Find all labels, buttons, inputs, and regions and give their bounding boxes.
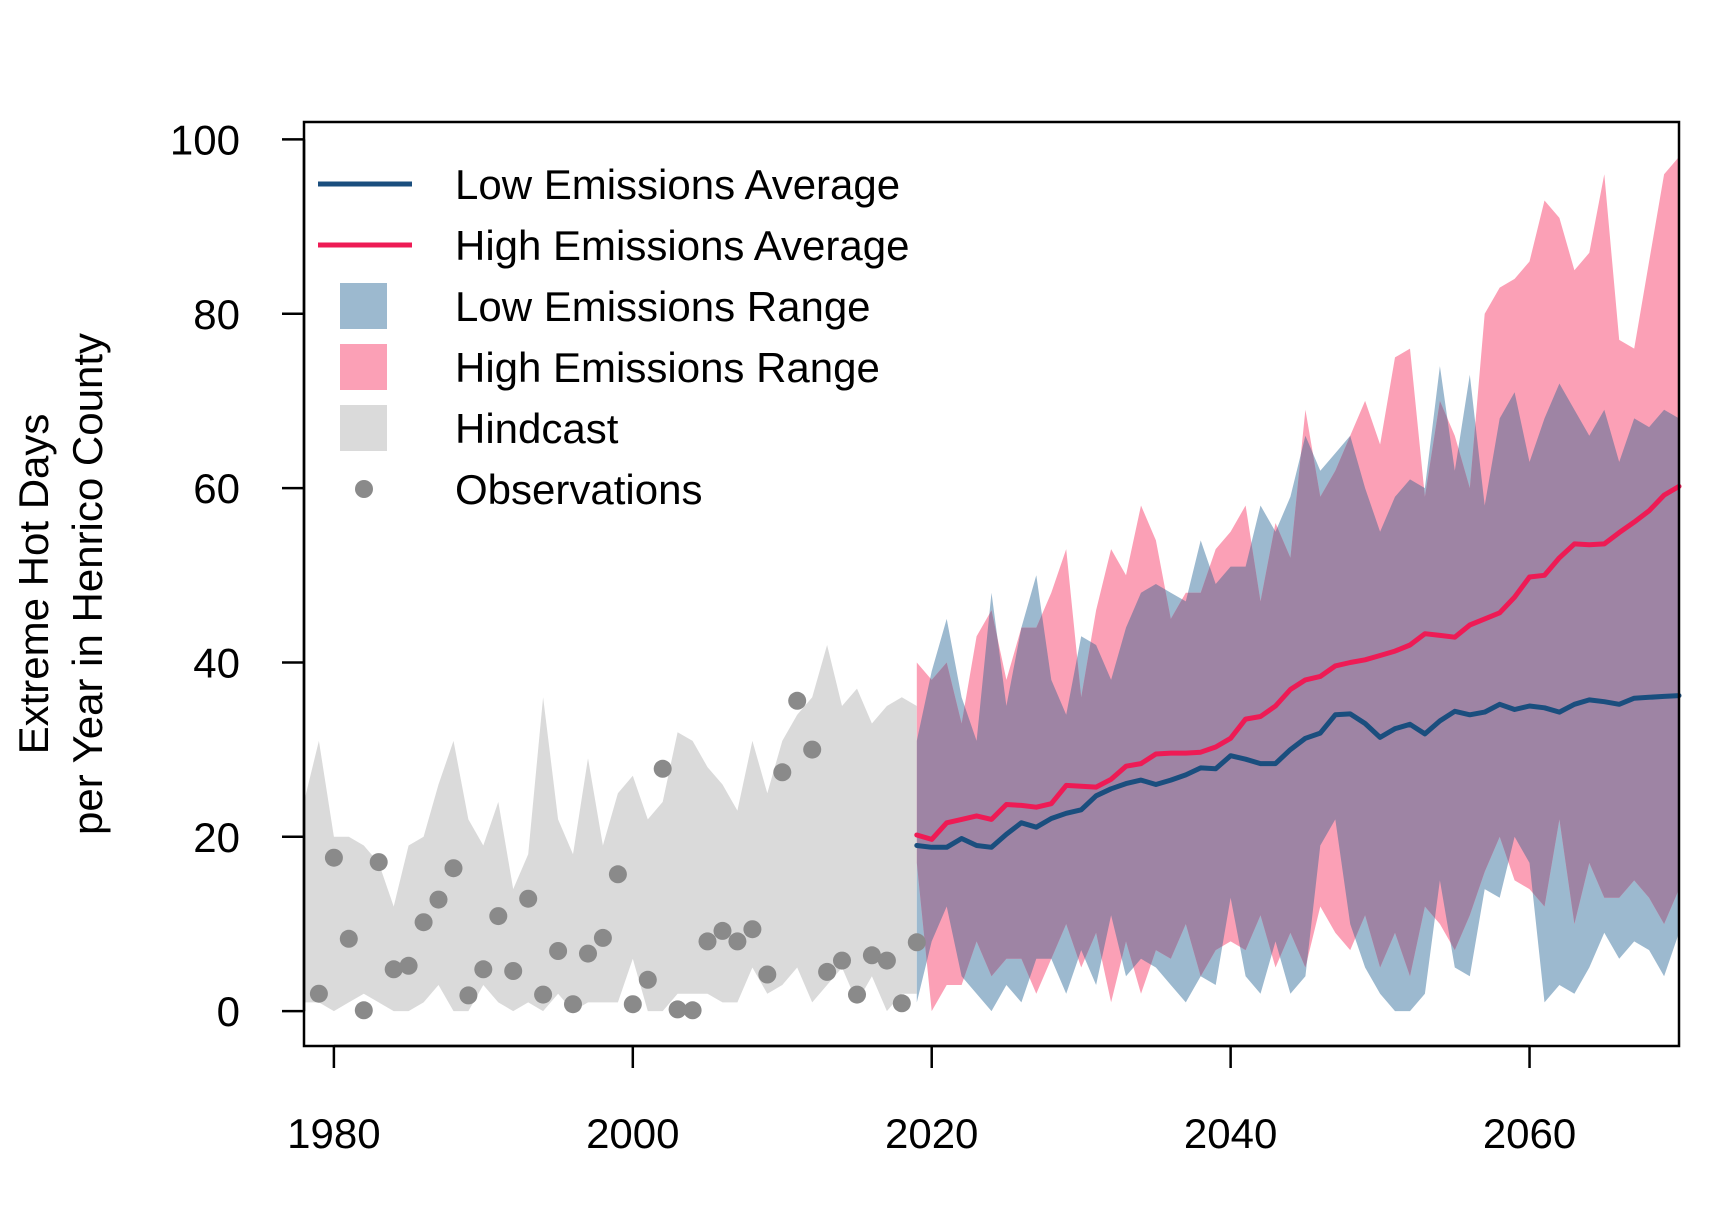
observation-point xyxy=(474,960,493,979)
observation-point xyxy=(743,920,762,939)
legend-swatch-box xyxy=(340,344,387,390)
legend-label: Low Emissions Average xyxy=(455,161,900,208)
observation-point xyxy=(907,933,926,952)
high-emissions-average-line xyxy=(914,483,1682,842)
low-emissions-average-line xyxy=(914,693,1682,850)
observation-point xyxy=(429,890,448,909)
legend-item-high-emissions-range: High Emissions Range xyxy=(340,344,880,391)
y-axis-label-line1: Extreme Hot Days xyxy=(10,414,57,755)
observation-point xyxy=(728,932,747,951)
observation-point xyxy=(444,859,463,878)
y-axis-tick-label: 60 xyxy=(193,465,240,512)
observation-point xyxy=(519,889,538,908)
legend-label: Observations xyxy=(455,466,702,513)
observation-point xyxy=(638,970,657,989)
observation-point xyxy=(668,1000,687,1019)
y-axis-tick-label: 100 xyxy=(170,116,240,163)
observation-point xyxy=(653,759,672,778)
observation-point xyxy=(309,984,328,1003)
legend-item-high-emissions-average: High Emissions Average xyxy=(318,222,909,269)
observation-point xyxy=(788,691,807,710)
observation-point xyxy=(459,986,478,1005)
observation-point xyxy=(534,985,553,1004)
legend-item-low-emissions-average: Low Emissions Average xyxy=(318,161,900,208)
observation-point xyxy=(833,951,851,970)
y-axis-tick-label: 20 xyxy=(193,814,240,861)
observation-point xyxy=(877,951,896,970)
observation-point xyxy=(504,962,523,980)
observation-point xyxy=(414,913,433,932)
legend-label: Hindcast xyxy=(455,405,619,452)
y-axis-tick-label: 0 xyxy=(217,988,240,1035)
legend-swatch-box xyxy=(340,283,387,329)
observation-point xyxy=(818,962,837,981)
observation-point xyxy=(579,944,597,963)
x-axis-tick-label: 2060 xyxy=(1483,1110,1576,1157)
legend: Low Emissions Average High Emissions Aver… xyxy=(318,161,909,513)
range-bands xyxy=(304,156,1679,1012)
x-axis-tick-label: 1980 xyxy=(287,1110,380,1157)
y-axis-label-line2: per Year in Henrico County xyxy=(64,333,111,835)
observation-point xyxy=(399,956,418,975)
y-axis-tick-label: 40 xyxy=(193,639,240,686)
observation-point xyxy=(324,848,343,867)
observation-point xyxy=(339,929,358,948)
observation-point xyxy=(803,740,822,759)
observation-point xyxy=(354,1001,373,1020)
x-axis-tick-label: 2000 xyxy=(586,1110,679,1157)
y-axis-tick-label: 80 xyxy=(193,291,240,338)
observation-point xyxy=(549,942,568,960)
observation-point xyxy=(892,994,911,1013)
x-axis-tick-label: 2020 xyxy=(885,1110,978,1157)
hindcast-band xyxy=(304,645,917,1012)
observation-point xyxy=(862,946,881,965)
x-axis: 1980 2000 2020 2040 2060 xyxy=(287,1044,1576,1157)
observation-point xyxy=(683,1001,702,1020)
legend-swatch-dot xyxy=(355,480,373,498)
y-axis: 0 20 40 60 80 100 xyxy=(170,116,306,1035)
observation-point xyxy=(848,985,866,1004)
y-axis-label: Extreme Hot Days per Year in Henrico Cou… xyxy=(10,333,111,835)
observation-point xyxy=(713,921,732,940)
observation-points xyxy=(309,691,926,1020)
legend-label: High Emissions Average xyxy=(455,222,909,269)
x-axis-tick-label: 2040 xyxy=(1184,1110,1277,1157)
observation-point xyxy=(384,960,403,979)
observation-point xyxy=(564,995,582,1014)
observation-point xyxy=(608,865,627,884)
legend-item-observations: Observations xyxy=(355,466,702,513)
observation-point xyxy=(623,995,642,1014)
average-lines xyxy=(914,483,1682,850)
observation-point xyxy=(593,928,612,947)
observation-point xyxy=(369,853,388,872)
legend-label: Low Emissions Range xyxy=(455,283,871,330)
legend-item-hindcast: Hindcast xyxy=(340,405,619,452)
observation-point xyxy=(698,932,717,951)
legend-item-low-emissions-range: Low Emissions Range xyxy=(340,283,871,330)
observation-point xyxy=(758,965,777,984)
observation-point xyxy=(489,907,508,926)
observation-point xyxy=(773,763,792,782)
legend-label: High Emissions Range xyxy=(455,344,880,391)
legend-swatch-box xyxy=(340,405,387,451)
